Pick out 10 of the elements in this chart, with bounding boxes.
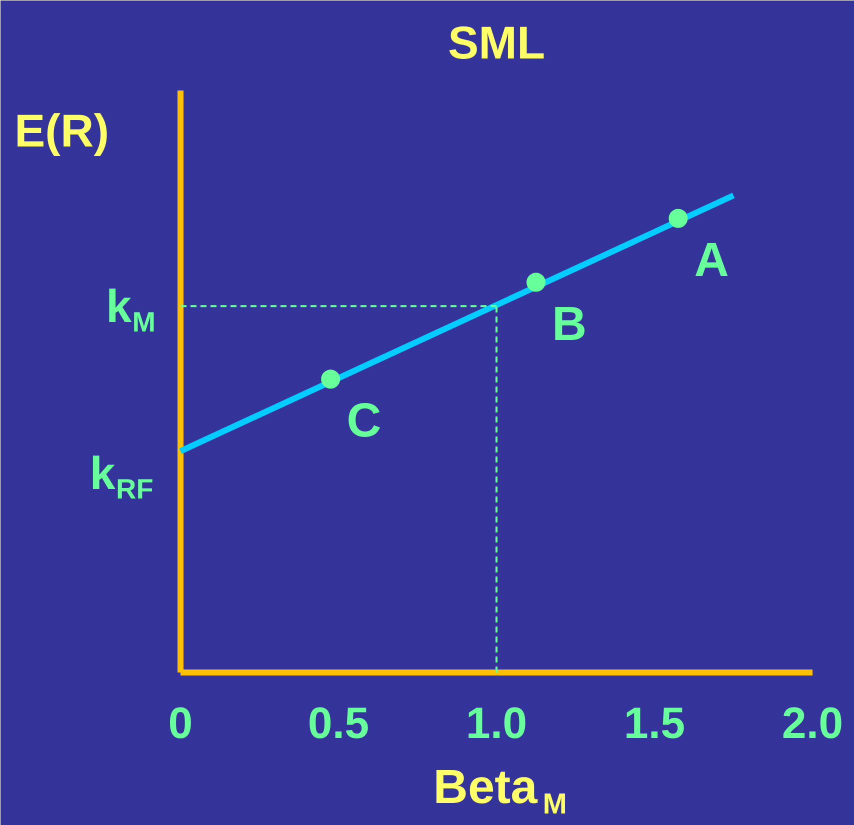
annotation: C xyxy=(346,394,382,448)
y-axis-title: E(R) xyxy=(14,104,110,156)
chart-title: SML xyxy=(448,16,546,68)
x-tick-label: 0.5 xyxy=(308,699,370,748)
x-tick-label: 0 xyxy=(168,699,193,748)
annotation: A xyxy=(694,234,729,287)
annotation: B xyxy=(552,298,587,351)
x-tick-label: 1.0 xyxy=(466,699,528,748)
x-tick-label: 2.0 xyxy=(782,699,844,748)
x-tick-label: 1.5 xyxy=(624,699,686,748)
